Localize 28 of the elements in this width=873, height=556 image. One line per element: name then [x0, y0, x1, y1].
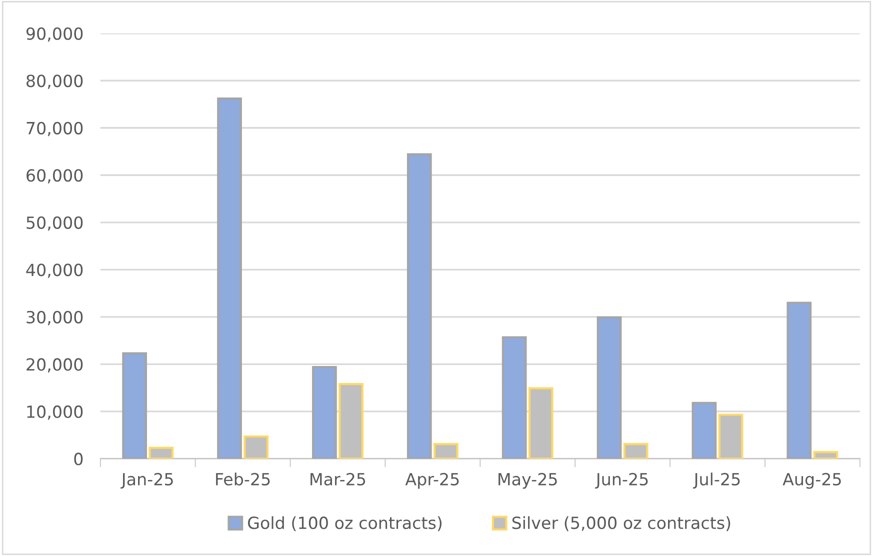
y-tick-label: 80,000 — [26, 74, 83, 89]
x-tick-label: Feb-25 — [216, 472, 270, 486]
y-tick-label: 20,000 — [26, 358, 83, 372]
bar — [312, 366, 337, 459]
y-tick-label: 90,000 — [26, 27, 83, 42]
x-tick-label: Aug-25 — [782, 472, 841, 489]
bar — [596, 316, 622, 459]
x-tick-label: Jul-25 — [692, 472, 740, 489]
bar — [406, 153, 432, 459]
y-tick-label: 70,000 — [26, 122, 83, 136]
bar — [692, 402, 717, 459]
y-tick-label: 10,000 — [27, 405, 83, 420]
legend-label: Silver (5,000 oz contracts) — [512, 516, 730, 532]
y-tick-label: 30,000 — [26, 310, 83, 326]
legend-label: Gold (100 oz contracts) — [248, 516, 442, 532]
x-tick-label: Mar-25 — [310, 472, 366, 486]
x-tick-label: May-25 — [498, 472, 557, 489]
x-tick-label: Apr-25 — [405, 472, 459, 489]
bar — [502, 336, 527, 459]
y-tick-label: 50,000 — [26, 216, 83, 231]
x-tick-label: Jan-25 — [120, 472, 173, 489]
bar — [786, 302, 812, 459]
y-tick-label: 0 — [74, 452, 83, 466]
y-tick-label: 40,000 — [26, 264, 83, 278]
bar — [122, 352, 148, 459]
x-tick-label: Jun-25 — [595, 472, 648, 489]
y-tick-label: 60,000 — [26, 169, 83, 184]
bar — [217, 98, 242, 459]
